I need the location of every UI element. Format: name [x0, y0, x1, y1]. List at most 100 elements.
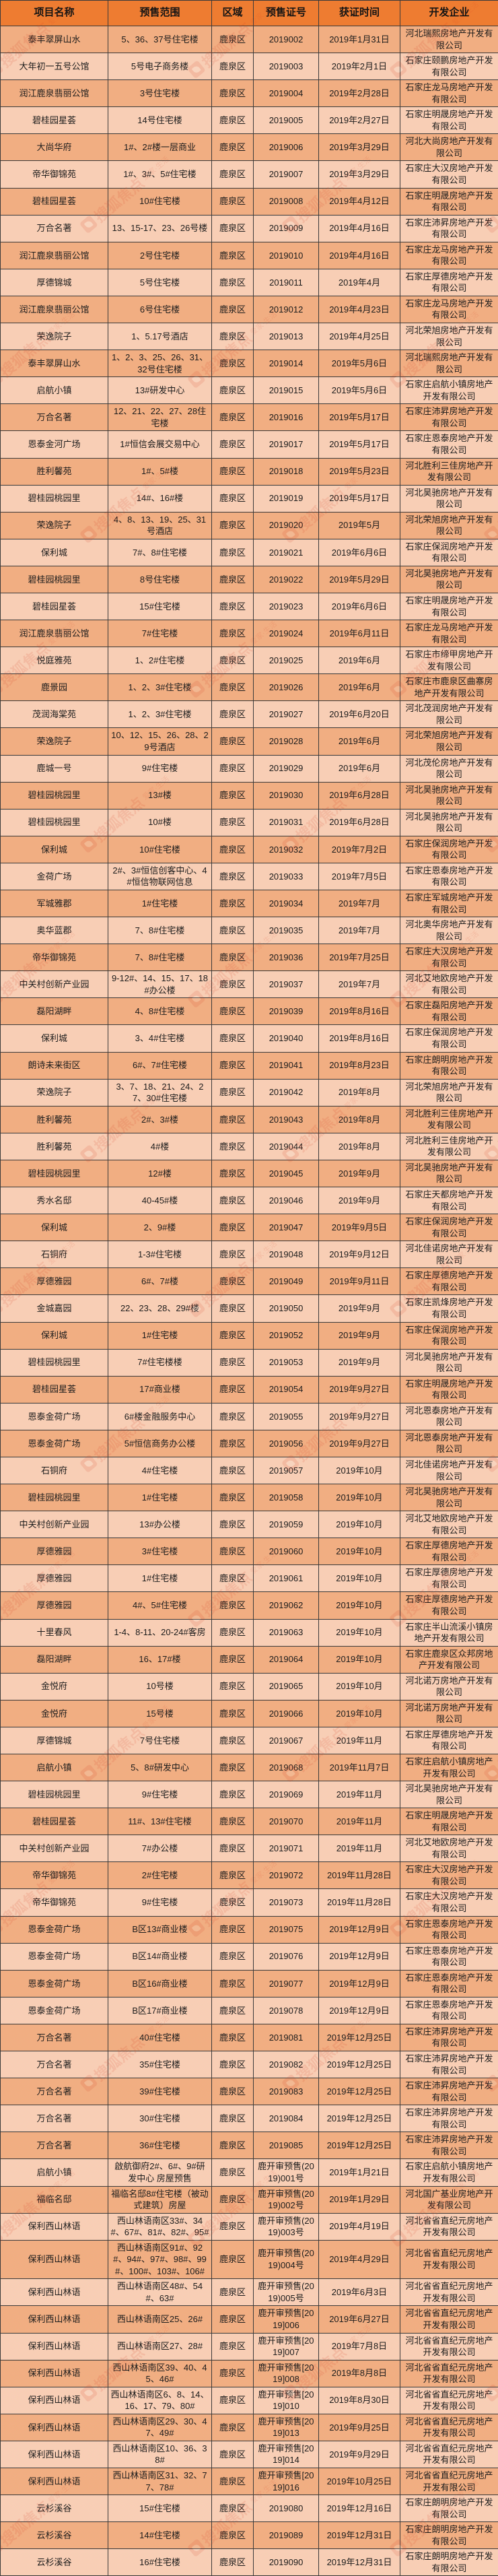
cell-district: 鹿泉区 — [212, 1646, 254, 1674]
cell-project-name: 碧桂园桃园里 — [1, 782, 108, 810]
cell-cert-no: 2019048 — [254, 1241, 319, 1269]
cell-sale-scope: 1、2、3、25、26、31、32号住宅楼 — [108, 350, 212, 378]
cell-developer: 河北省省直纪元房地产开发有限公司 — [400, 2213, 498, 2241]
cell-cert-no: 2019054 — [254, 1376, 319, 1403]
table-row: 保利城 2、9#楼 鹿泉区 2019047 2019年9月5日 石家庄保润房地产… — [1, 1214, 498, 1242]
cell-cert-no: 2019055 — [254, 1403, 319, 1430]
cell-cert-date: 2019年9月27日 — [319, 1376, 400, 1403]
cell-cert-no: 2019067 — [254, 1727, 319, 1754]
cell-district: 鹿泉区 — [212, 890, 254, 918]
cell-cert-date: 2019年4月16日 — [319, 215, 400, 242]
cell-district: 鹿泉区 — [212, 107, 254, 135]
table-row: 厚德锦城 7号住宅楼 鹿泉区 2019067 2019年11月 石家庄厚德房地产… — [1, 1727, 498, 1754]
table-row: 保利西山林语 西山林语南区10、36、38# 鹿泉区 鹿开审预售[2019]01… — [1, 2441, 498, 2468]
cell-sale-scope: 13#楼 — [108, 782, 212, 810]
cell-district: 鹿泉区 — [212, 404, 254, 432]
cell-district: 鹿泉区 — [212, 2549, 254, 2576]
cell-sale-scope: 6#、7#楼 — [108, 1268, 212, 1296]
cell-project-name: 胜利馨苑 — [1, 1133, 108, 1160]
cell-developer: 石家庄厚德房地产开发有限公司 — [400, 1538, 498, 1566]
cell-project-name: 磊阳湖畔 — [1, 1646, 108, 1674]
cell-sale-scope: 1#恒信会展交易中心 — [108, 431, 212, 459]
cell-sale-scope: 7#办公楼 — [108, 1835, 212, 1863]
cell-sale-scope: 5、36、37号住宅楼 — [108, 26, 212, 54]
cell-cert-date: 2019年8月 — [319, 1106, 400, 1133]
cell-cert-date: 2019年10月 — [319, 1700, 400, 1727]
cell-sale-scope: 6#楼金融服务中心 — [108, 1403, 212, 1430]
cell-sale-scope: 13#办公楼 — [108, 1511, 212, 1539]
cell-cert-no: 2019002 — [254, 26, 319, 54]
cell-cert-date: 2019年6月 — [319, 755, 400, 783]
cell-sale-scope: 40#住宅楼 — [108, 2024, 212, 2052]
cell-developer: 河北恩泰房地产开发有限公司 — [400, 1430, 498, 1457]
cell-developer: 石家庄大汉房地产开发有限公司 — [400, 161, 498, 189]
column-header-cert-no: 预售证号 — [254, 1, 319, 26]
cell-project-name: 石铜府 — [1, 1457, 108, 1485]
cell-district: 鹿泉区 — [212, 1160, 254, 1188]
table-row: 军城雅郡 1#住宅楼 鹿泉区 2019034 2019年7月 石家庄军城房地产开… — [1, 890, 498, 918]
cell-district: 鹿泉区 — [212, 1754, 254, 1782]
cell-district: 鹿泉区 — [212, 1862, 254, 1890]
cell-district: 鹿泉区 — [212, 1700, 254, 1727]
cell-developer: 石家庄朗明房地产开发有限公司 — [400, 2522, 498, 2550]
cell-sale-scope: 7#、8#住宅楼 — [108, 539, 212, 566]
cell-district: 鹿泉区 — [212, 2213, 254, 2241]
cell-cert-no: 2019009 — [254, 215, 319, 242]
cell-project-name: 茂润海棠苑 — [1, 701, 108, 729]
cell-cert-date: 2019年6月11日 — [319, 620, 400, 648]
cell-project-name: 保利城 — [1, 1322, 108, 1350]
cell-cert-no: 2019061 — [254, 1565, 319, 1593]
cell-sale-scope: 西山林语南区10、36、38# — [108, 2441, 212, 2468]
table-row: 恩泰金荷广场 5#恒信商务办公楼 鹿泉区 2019056 2019年9月27日 … — [1, 1430, 498, 1457]
cell-developer: 河北昊驰房地产开发有限公司 — [400, 566, 498, 593]
cell-sale-scope: 1、2、3#住宅楼 — [108, 674, 212, 702]
cell-developer: 石家庄半山流溪小镇房地产开发有限公司 — [400, 1619, 498, 1647]
cell-project-name: 保利西山林语 — [1, 2441, 108, 2468]
cell-cert-date: 2019年2月1日 — [319, 53, 400, 81]
cell-district: 鹿泉区 — [212, 1673, 254, 1700]
cell-developer: 河北茂伦房地产开发有限公司 — [400, 755, 498, 783]
cell-district: 鹿泉区 — [212, 1835, 254, 1863]
cell-cert-date: 2019年5月17日 — [319, 431, 400, 459]
table-row: 福临名邸 福临名邸8#住宅楼（被动式建筑）房屋 鹿泉区 鹿开审预售(2019)0… — [1, 2186, 498, 2214]
cell-cert-date: 2019年8月30日 — [319, 2387, 400, 2414]
cell-cert-no: 鹿开审预售(2019)001号 — [254, 2159, 319, 2187]
cell-cert-date: 2019年6月20日 — [319, 701, 400, 729]
cell-project-name: 保利西山林语 — [1, 2213, 108, 2241]
cell-project-name: 万合名著 — [1, 2051, 108, 2079]
table-row: 荣逸院子 4、8、13、19、25、31号酒店 鹿泉区 2019020 2019… — [1, 512, 498, 539]
table-row: 茂润海棠苑 1、2、3#住宅楼 鹿泉区 2019027 2019年6月20日 河… — [1, 701, 498, 729]
cell-cert-no: 2019058 — [254, 1484, 319, 1512]
cell-sale-scope: 40-45#楼 — [108, 1187, 212, 1215]
cell-project-name: 鹿城一号 — [1, 755, 108, 783]
cell-project-name: 启航小镇 — [1, 1754, 108, 1782]
cell-project-name: 福临名邸 — [1, 2186, 108, 2214]
cell-developer: 石家庄厚德房地产开发有限公司 — [400, 269, 498, 296]
cell-project-name: 泰丰翠屏山水 — [1, 350, 108, 378]
table-row: 荣逸院子 1、5.17号酒店 鹿泉区 2019013 2019年4月25日 河北… — [1, 323, 498, 351]
cell-cert-date: 2019年9月 — [319, 1295, 400, 1323]
cell-district: 鹿泉区 — [212, 1295, 254, 1323]
cell-sale-scope: 13、15-17、23、26号楼 — [108, 215, 212, 242]
cell-cert-no: 2019073 — [254, 1889, 319, 1917]
cell-district: 鹿泉区 — [212, 647, 254, 675]
cell-cert-no: 2019028 — [254, 728, 319, 756]
cell-cert-date: 2019年9月29日 — [319, 2441, 400, 2468]
cell-district: 鹿泉区 — [212, 2306, 254, 2334]
cell-developer: 河北胜利三佳房地产开发有限公司 — [400, 1133, 498, 1160]
cell-project-name: 万合名著 — [1, 2105, 108, 2133]
cell-district: 鹿泉区 — [212, 1484, 254, 1512]
cell-district: 鹿泉区 — [212, 2159, 254, 2187]
table-row: 中关村创新产业园 13#办公楼 鹿泉区 2019059 2019年10月 河北艾… — [1, 1511, 498, 1539]
table-row: 恩泰金荷广场 B区13#商业楼 鹿泉区 2019075 2019年12月9日 石… — [1, 1916, 498, 1944]
table-row: 荣逸院子 3、7、18、21、24、27、30#住宅楼 鹿泉区 2019042 … — [1, 1079, 498, 1107]
cell-sale-scope: 14#、16#楼 — [108, 485, 212, 513]
cell-project-name: 保利西山林语 — [1, 2468, 108, 2496]
cell-developer: 河北荣旭房地产开发有限公司 — [400, 323, 498, 351]
cell-cert-date: 2019年11月7日 — [319, 1754, 400, 1782]
cell-developer: 石家庄恩泰房地产开发有限公司 — [400, 431, 498, 459]
cell-district: 鹿泉区 — [212, 1322, 254, 1350]
cell-developer: 河北茂润房地产开发有限公司 — [400, 701, 498, 729]
table-row: 胜利馨苑 2#、3#楼 鹿泉区 2019043 2019年8月 河北胜利三佳房地… — [1, 1106, 498, 1133]
cell-cert-date: 2019年3月29日 — [319, 161, 400, 189]
